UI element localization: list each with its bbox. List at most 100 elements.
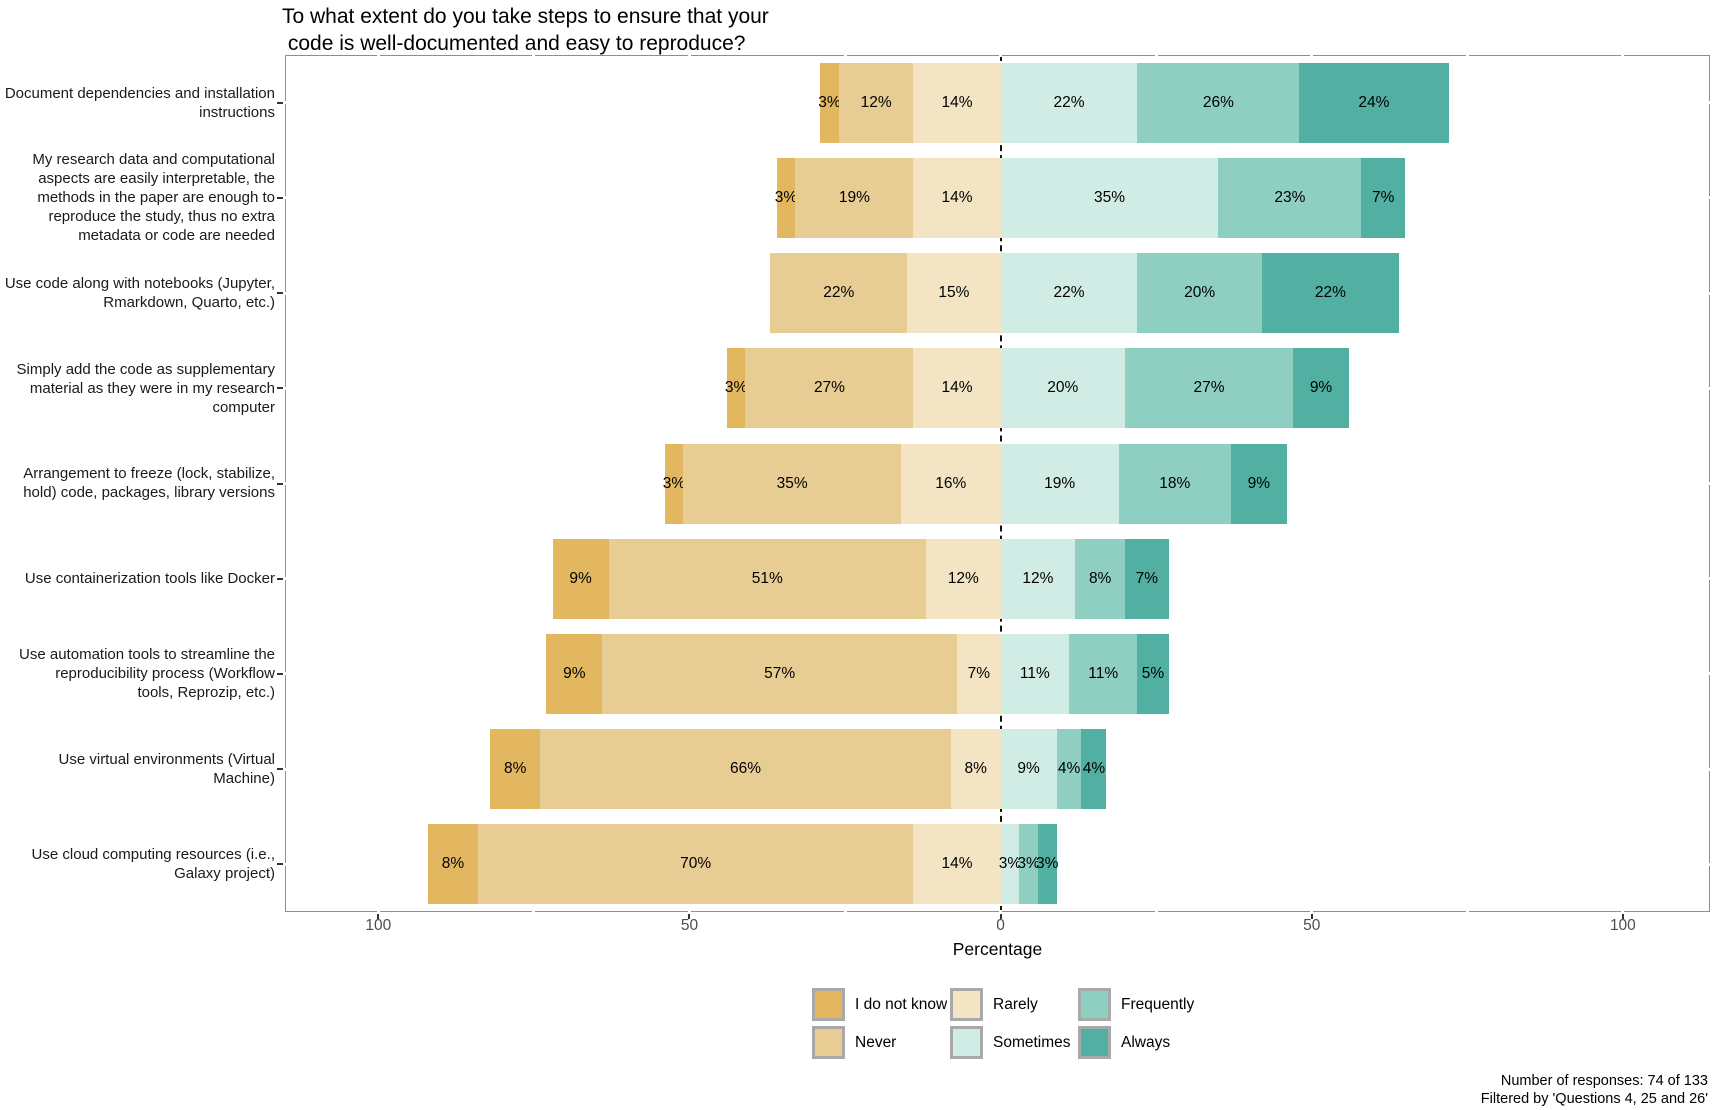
legend-key-sometimes — [950, 1026, 983, 1059]
bar-value-label: 7% — [1372, 188, 1395, 206]
bar-value-label: 3% — [998, 855, 1022, 873]
bar-value-label: 12% — [947, 569, 979, 587]
chart-title: To what extent do you take steps to ensu… — [282, 5, 769, 55]
bar-row: 22% 15% 22% 20% 22% — [770, 253, 1399, 334]
bar-segment-sometimes: 20% — [1000, 348, 1126, 429]
bar-segment-frequently: 23% — [1218, 157, 1362, 238]
bar-segment-rarely: 14% — [913, 348, 1001, 429]
bar-segment-always: 9% — [1230, 443, 1287, 524]
x-axis-tick-label: 0 — [996, 917, 1005, 934]
bar-segment-always: 7% — [1361, 157, 1406, 238]
bar-segment-sometimes: 35% — [1000, 157, 1219, 238]
bar-value-label: 35% — [1093, 188, 1125, 206]
bar-segment-sometimes: 12% — [1000, 538, 1076, 619]
legend-label: I do not know — [855, 995, 948, 1013]
bar-segment-sometimes: 19% — [1000, 443, 1119, 524]
x-axis-tick — [1310, 912, 1313, 919]
bar-value-label: 5% — [1141, 664, 1165, 682]
y-axis-tick — [277, 863, 285, 866]
bar-segment-i-do-not-know: 9% — [546, 633, 603, 714]
bar-value-label: 9% — [1309, 379, 1333, 397]
legend-key-i-do-not-know — [812, 988, 845, 1021]
bar-segment-i-do-not-know: 8% — [490, 729, 541, 810]
category-label: My research data and computational aspec… — [32, 151, 275, 245]
bar-value-label: 11% — [1019, 664, 1050, 682]
footer-note: Number of responses: 74 of 133 Filtered … — [1481, 1072, 1708, 1108]
y-axis-tick — [277, 196, 285, 199]
bar-segment-sometimes: 11% — [1000, 633, 1070, 714]
bar-value-label: 27% — [813, 379, 845, 397]
y-axis-tick — [277, 672, 285, 675]
bar-segment-frequently: 26% — [1137, 62, 1300, 143]
bar-value-label: 22% — [1314, 284, 1346, 302]
bar-value-label: 19% — [1044, 474, 1076, 492]
bar-value-label: 57% — [764, 664, 796, 682]
legend-key-never — [812, 1026, 845, 1059]
y-axis-tick — [277, 768, 285, 771]
x-axis-tick — [688, 912, 691, 919]
bar-segment-never: 70% — [477, 824, 914, 905]
bar-segment-frequently: 4% — [1056, 729, 1082, 810]
bar-value-label: 35% — [776, 474, 808, 492]
bar-value-label: 27% — [1193, 379, 1225, 397]
x-axis-tick-label: 50 — [680, 917, 699, 934]
bar-segment-i-do-not-know: 3% — [818, 62, 841, 143]
x-axis-tick — [999, 912, 1002, 919]
legend-key-rarely — [950, 988, 983, 1021]
footer-line-filter: Filtered by 'Questions 4, 25 and 26' — [1480, 1091, 1708, 1107]
bar-segment-never: 51% — [608, 538, 926, 619]
x-axis-title: Percentage — [952, 939, 1043, 959]
bar-value-label: 9% — [1017, 760, 1040, 778]
bar-segment-frequently: 27% — [1125, 348, 1294, 429]
bar-segment-never: 27% — [745, 348, 914, 429]
bar-value-label: 4% — [1057, 760, 1081, 778]
bar-value-label: 14% — [941, 379, 973, 397]
x-axis-tick-label: 50 — [1303, 917, 1321, 934]
category-label: Use virtual environments (Virtual Machin… — [58, 751, 275, 788]
bar-segment-rarely: 7% — [957, 633, 1001, 714]
bar-segment-rarely: 14% — [913, 157, 1001, 238]
bar-segment-frequently: 8% — [1075, 538, 1126, 619]
bar-segment-sometimes: 3% — [998, 824, 1022, 905]
bar-value-label: 3% — [1036, 855, 1059, 873]
bar-value-label: 16% — [935, 474, 967, 492]
bar-value-label: 3% — [1017, 855, 1040, 873]
legend-label: Rarely — [993, 995, 1038, 1013]
bar-row: 3% 12% 14% 22% 26% 24% — [818, 62, 1449, 143]
y-axis-tick — [277, 577, 285, 580]
bar-row: 3% 35% 16% 19% 18% 9% — [663, 443, 1287, 524]
bar-segment-frequently: 18% — [1118, 443, 1231, 524]
legend-key-frequently — [1078, 988, 1111, 1021]
bar-value-label: 8% — [1088, 569, 1112, 587]
bar-segment-sometimes: 9% — [1000, 729, 1057, 810]
bar-value-label: 22% — [823, 284, 855, 302]
y-axis-tick — [277, 101, 285, 104]
bar-value-label: 8% — [504, 760, 527, 778]
bar-segment-rarely: 15% — [907, 253, 1001, 334]
bar-segment-rarely: 14% — [913, 62, 1001, 143]
bar-value-label: 12% — [1022, 569, 1054, 587]
bar-segment-frequently: 11% — [1069, 633, 1138, 714]
category-label: Use containerization tools like Docker — [24, 570, 275, 588]
category-label: Use cloud computing resources (i.e., Gal… — [31, 846, 275, 883]
bar-row: 8% 70% 14% 3% 3% 3% — [428, 824, 1059, 905]
bar-row: 9% 51% 12% 12% 8% 7% — [552, 538, 1169, 619]
bar-value-label: 9% — [563, 664, 586, 682]
bar-segment-sometimes: 22% — [1000, 253, 1138, 334]
legend-label: Sometimes — [993, 1033, 1071, 1051]
bar-value-label: 12% — [860, 93, 892, 111]
bar-segment-i-do-not-know: 3% — [774, 157, 798, 238]
bar-segment-always: 24% — [1299, 62, 1449, 143]
bar-value-label: 66% — [729, 760, 761, 778]
category-label: Document dependencies and installation i… — [4, 84, 275, 121]
bar-value-label: 14% — [941, 188, 973, 206]
legend-key-always — [1078, 1026, 1111, 1059]
bar-value-label: 22% — [1053, 93, 1085, 111]
bar-value-label: 15% — [938, 284, 970, 302]
bar-row: 3% 19% 14% 35% 23% 7% — [774, 157, 1406, 238]
bar-segment-never: 35% — [683, 443, 902, 524]
bar-value-label: 3% — [774, 188, 798, 206]
bar-segment-always: 7% — [1125, 538, 1169, 619]
bar-value-label: 70% — [680, 855, 712, 873]
y-axis-tick — [277, 387, 285, 390]
